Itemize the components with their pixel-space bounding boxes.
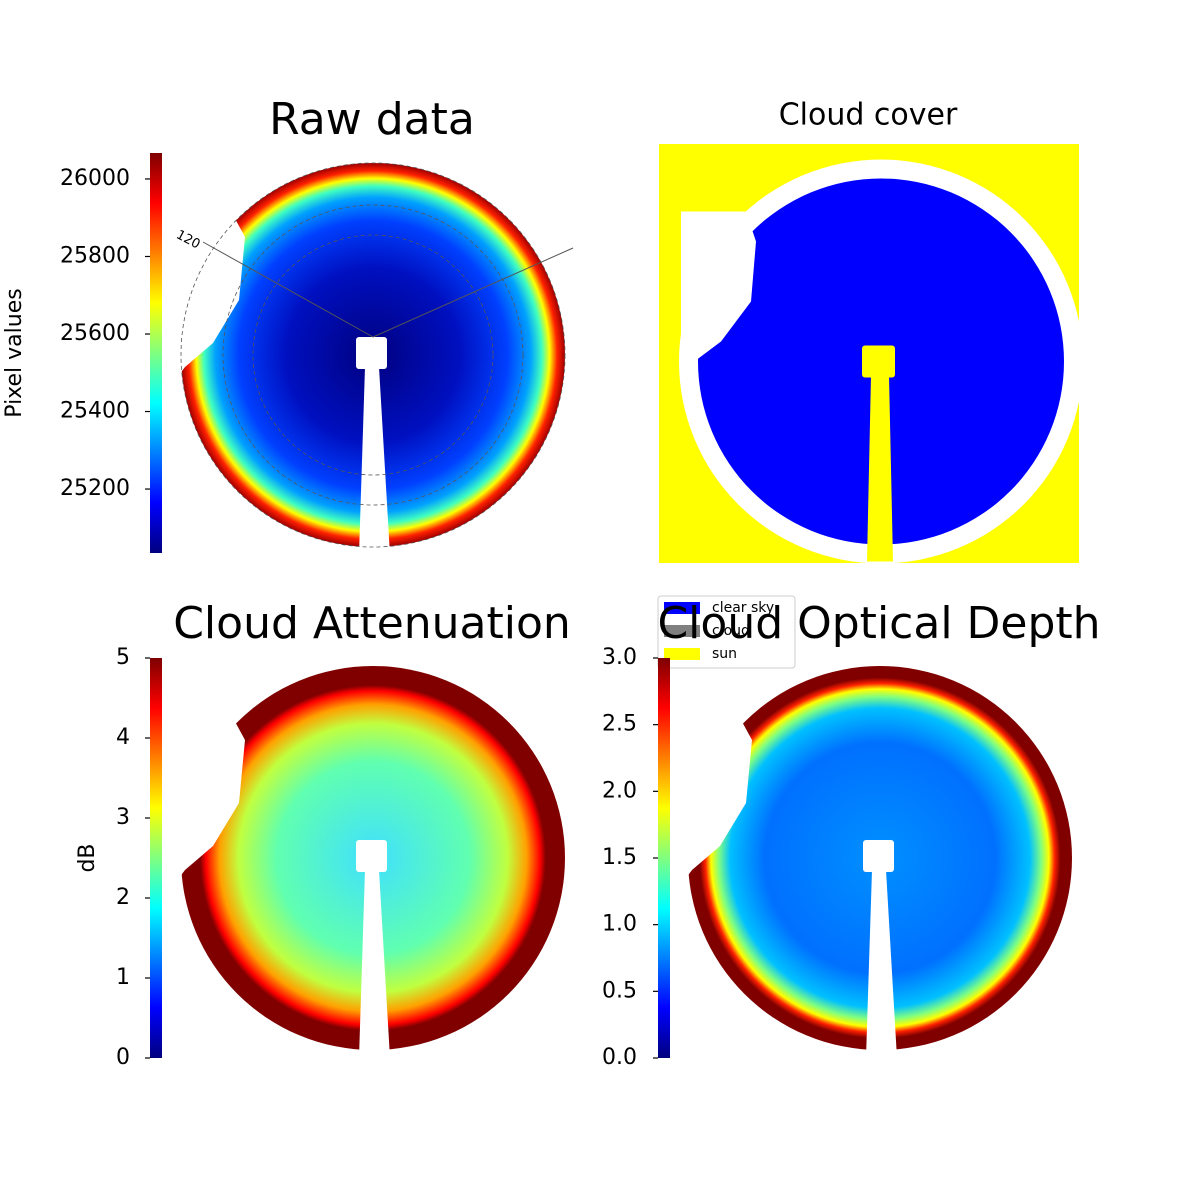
tick-label: 3 <box>116 805 130 830</box>
horizon-mask <box>681 211 756 372</box>
polar-ring <box>180 162 566 548</box>
tick-label: 3.0 <box>602 645 637 670</box>
panel-title: Cloud Optical Depth <box>657 598 1100 649</box>
tick-label: 26000 <box>60 166 130 191</box>
mast-head <box>356 840 387 872</box>
tick-label: 25800 <box>60 243 130 268</box>
mast <box>866 870 897 1058</box>
legend-swatch <box>664 648 700 660</box>
mast-clip <box>659 563 1079 566</box>
polar-spoke <box>202 241 374 338</box>
tick-label: 1 <box>116 965 130 990</box>
tick-label: 25600 <box>60 321 130 346</box>
tick-label: 0.0 <box>602 1045 637 1070</box>
polar-spoke <box>372 247 574 338</box>
tick-label: 2.0 <box>602 778 637 803</box>
legend-swatch <box>664 625 700 637</box>
tick-label: 1.0 <box>602 912 637 937</box>
horizon-mask <box>655 718 752 886</box>
tick-label: 4 <box>116 725 130 750</box>
colorbar-label: Pixel values <box>2 288 27 417</box>
polar-ring <box>252 234 494 476</box>
image <box>148 666 565 1058</box>
mast-head <box>862 345 895 378</box>
tick-label: 25200 <box>60 476 130 501</box>
tick-label: 0.5 <box>602 978 637 1003</box>
panel-title: Cloud cover <box>779 98 958 133</box>
colorbar <box>658 658 670 1058</box>
mast-head <box>863 840 894 872</box>
colorbar-label: dB <box>75 843 100 872</box>
tick-label: 1.5 <box>602 845 637 870</box>
panel-title: Cloud Attenuation <box>173 598 571 649</box>
tick-label: 2 <box>116 885 130 910</box>
horizon-mask <box>148 718 245 886</box>
polar-ring <box>222 204 524 506</box>
tick-label: 25400 <box>60 399 130 424</box>
image <box>681 178 1064 562</box>
mast <box>867 375 893 562</box>
mast <box>359 870 390 1058</box>
mast <box>359 367 390 555</box>
horizon-mask <box>148 215 245 383</box>
legend-label: clear sky <box>712 600 774 616</box>
tick-label: 0 <box>116 1045 130 1070</box>
tick-label: 2.5 <box>602 712 637 737</box>
legend-label: sun <box>712 646 737 662</box>
image: 120 <box>148 162 574 555</box>
tick-label: 5 <box>116 645 130 670</box>
mast-head <box>356 337 387 369</box>
legend-label: cloud <box>712 623 750 639</box>
legend-swatch <box>664 602 700 614</box>
colorbar <box>150 658 162 1058</box>
colorbar <box>150 153 162 553</box>
panel-title: Raw data <box>269 94 475 145</box>
image <box>655 666 1072 1058</box>
